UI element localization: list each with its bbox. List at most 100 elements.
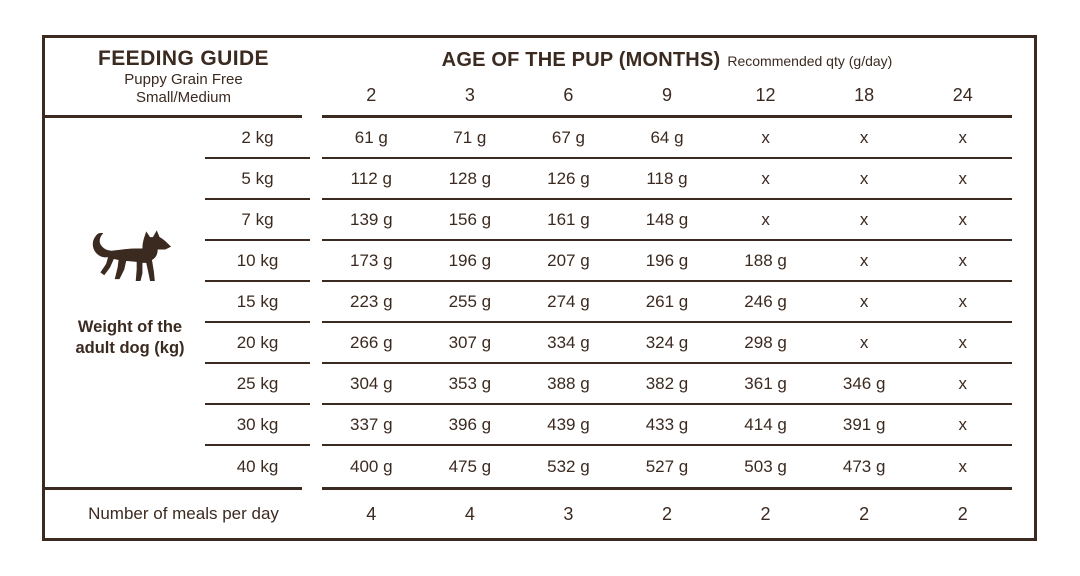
qty-cell: 128 g [448,168,492,188]
header-divider-left [45,115,302,118]
row-values: 223 g 255 g 274 g 261 g 246 g x x [322,282,1012,323]
table-header: FEEDING GUIDE Puppy Grain Free Small/Med… [45,38,1034,115]
qty-cell: 298 g [744,332,787,352]
meals-row: Number of meals per day 4 4 3 2 2 2 2 [45,490,1034,538]
meals-count-cell: 2 [859,503,870,524]
recommended-qty-note: Recommended qty (g/day) [727,53,893,69]
age-column-header: 6 [563,85,574,105]
qty-cell: 391 g [842,414,886,434]
qty-cell: 324 g [645,332,689,352]
qty-cell: 246 g [744,291,787,311]
qty-cell-na: x [761,209,770,229]
qty-cell: 503 g [744,456,787,476]
qty-cell: 223 g [350,291,393,311]
qty-cell-na: x [958,250,967,270]
qty-cell: 173 g [350,250,393,270]
age-column-header: 2 [366,85,377,105]
weight-column: 40 kg [45,446,322,487]
table-row: 5 kg 112 g 128 g 126 g 118 g x x x [45,159,1034,200]
qty-cell: 67 g [551,127,585,147]
qty-cell: 188 g [744,250,787,270]
qty-cell-na: x [958,209,967,229]
qty-cell: 139 g [350,209,393,229]
meals-count-cell: 4 [366,503,377,524]
weight-column: 15 kg [45,282,322,323]
meals-divider-right [322,487,1012,490]
age-header-title: AGE OF THE PUP (MONTHS) Recommended qty (… [322,49,1012,72]
meals-count-cell: 2 [760,503,771,524]
table-row: 2 kg 61 g 71 g 67 g 64 g x x x [45,118,1034,159]
header-divider [45,115,1034,118]
qty-cell: 400 g [350,456,393,476]
qty-cell: 161 g [547,209,590,229]
weight-cell: 7 kg [205,200,310,241]
meals-count-cell: 4 [464,503,475,524]
meals-per-day-label: Number of meals per day [88,504,279,523]
qty-cell: 61 g [354,127,388,147]
weight-cell: 2 kg [205,118,310,159]
qty-cell: 126 g [547,168,590,188]
age-column-header: 24 [952,85,973,105]
age-column-header: 12 [755,85,776,105]
qty-cell: 156 g [448,209,492,229]
age-column-header: 9 [661,85,672,105]
weight-cell: 10 kg [205,241,310,282]
meals-count-cell: 2 [661,503,672,524]
weight-cell: 40 kg [236,456,279,476]
qty-cell-na: x [859,250,869,270]
qty-cell: 353 g [448,373,492,393]
weight-axis-label-line2: adult dog (kg) [75,339,185,358]
meals-divider-left [45,487,302,490]
table-row: 7 kg 139 g 156 g 161 g 148 g x x x [45,200,1034,241]
feeding-guide-header: FEEDING GUIDE Puppy Grain Free Small/Med… [45,38,322,115]
age-columns: 2 3 6 9 12 18 24 [322,85,1012,106]
weight-rows: 2 kg 61 g 71 g 67 g 64 g x x x 5 kg 112 g 128 g 126… [45,118,1034,487]
weight-column: 7 kg [45,200,322,241]
table-row: 40 kg 400 g 475 g 532 g 527 g 503 g 473 g x [45,446,1034,487]
qty-cell-na: x [958,373,967,393]
weight-column: 30 kg [45,405,322,446]
qty-cell: 361 g [744,373,787,393]
qty-cell: 473 g [842,456,886,476]
weight-cell: 20 kg [205,323,310,364]
qty-cell: 532 g [547,456,590,476]
table-row: 15 kg 223 g 255 g 274 g 261 g 246 g x x [45,282,1034,323]
qty-cell-na: x [859,332,869,352]
qty-cell-na: x [958,168,967,188]
qty-cell: 274 g [547,291,590,311]
qty-cell: 64 g [650,127,684,147]
row-values: 266 g 307 g 334 g 324 g 298 g x x [322,323,1012,364]
age-column-header: 18 [854,85,875,105]
qty-cell: 196 g [645,250,689,270]
row-values: 337 g 396 g 439 g 433 g 414 g 391 g x [322,405,1012,446]
weight-cell: 15 kg [205,282,310,323]
qty-cell: 334 g [547,332,590,352]
qty-cell-na: x [761,168,770,188]
age-of-pup-label: AGE OF THE PUP (MONTHS) [441,49,721,71]
feeding-guide-table: FEEDING GUIDE Puppy Grain Free Small/Med… [42,35,1037,541]
weight-column: 20 kg [45,323,322,364]
qty-cell: 71 g [453,127,487,147]
qty-cell-na: x [958,414,967,434]
weight-cell: 30 kg [205,405,310,446]
row-values: 173 g 196 g 207 g 196 g 188 g x x [322,241,1012,282]
qty-cell: 433 g [645,414,689,434]
weight-axis-label: Weight of the adult dog (kg) [55,317,205,360]
qty-cell-na: x [958,291,967,311]
qty-cell-na: x [958,127,967,147]
product-name: Puppy Grain Free [124,71,243,88]
qty-cell-na: x [958,456,967,476]
table-row: 25 kg 304 g 353 g 388 g 382 g 361 g 346 g x [45,364,1034,405]
qty-cell: 304 g [350,373,393,393]
qty-cell: 396 g [448,414,492,434]
qty-cell: 112 g [350,168,392,188]
qty-cell: 207 g [547,250,590,270]
age-header: AGE OF THE PUP (MONTHS) Recommended qty (… [322,38,1034,115]
feeding-guide-title: FEEDING GUIDE [98,47,269,70]
qty-cell-na: x [859,291,869,311]
table-row: 20 kg 266 g 307 g 334 g 324 g 298 g x x [45,323,1034,364]
qty-cell: 196 g [448,250,492,270]
meals-count-cell: 3 [563,503,574,524]
row-values: 139 g 156 g 161 g 148 g x x x [322,200,1012,241]
qty-cell: 346 g [842,373,886,393]
